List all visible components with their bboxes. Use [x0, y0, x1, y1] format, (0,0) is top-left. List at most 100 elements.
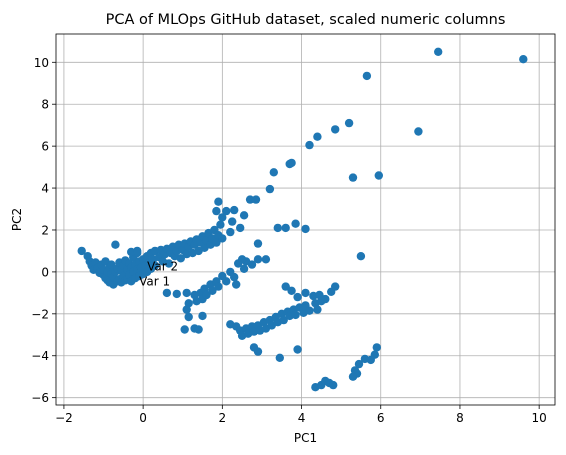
- data-point: [218, 234, 227, 243]
- data-points: [77, 47, 528, 392]
- x-axis-label: PC1: [294, 431, 317, 445]
- data-point: [253, 255, 263, 264]
- y-tick-label: −2: [31, 307, 49, 321]
- data-point: [162, 288, 172, 298]
- data-point: [287, 158, 296, 168]
- data-point: [313, 132, 322, 141]
- data-point: [180, 325, 189, 334]
- y-tick-label: 10: [34, 56, 49, 70]
- chart-title: PCA of MLOps GitHub dataset, scaled nume…: [106, 12, 506, 28]
- data-point: [164, 259, 174, 268]
- data-point: [281, 223, 290, 233]
- data-point: [305, 140, 314, 150]
- data-point: [77, 246, 86, 256]
- data-point: [230, 272, 239, 282]
- y-tick-label: 0: [41, 265, 49, 279]
- y-axis-label: PC2: [10, 208, 24, 231]
- data-point: [212, 238, 221, 247]
- x-tick-label: 6: [377, 411, 385, 425]
- data-point: [331, 125, 340, 134]
- x-tick-label: 10: [532, 411, 547, 425]
- annotation-label: Var 1: [139, 274, 170, 288]
- data-point: [222, 206, 231, 216]
- data-point: [331, 282, 340, 291]
- y-tick-label: 4: [41, 182, 49, 196]
- data-point: [228, 217, 237, 226]
- data-point: [261, 255, 271, 264]
- data-point: [200, 284, 209, 293]
- data-point: [232, 280, 241, 289]
- x-tick-label: 2: [219, 411, 227, 425]
- data-point: [279, 315, 288, 325]
- data-point: [184, 312, 193, 322]
- data-point: [434, 47, 443, 56]
- data-point: [133, 246, 142, 256]
- data-point: [291, 310, 300, 320]
- data-point: [176, 254, 185, 263]
- data-point: [265, 184, 275, 194]
- data-point: [354, 359, 364, 369]
- data-point: [293, 345, 302, 354]
- y-tick-label: 6: [41, 140, 49, 154]
- data-point: [414, 127, 423, 136]
- data-point: [208, 286, 217, 295]
- data-point: [348, 173, 358, 182]
- data-point: [348, 372, 358, 381]
- data-point: [372, 343, 381, 352]
- data-point: [236, 223, 245, 233]
- axis-ticks: −2 0 2 4 6 8 10 −6 −4 −2 0 2 4 6 8 10: [31, 56, 547, 425]
- data-point: [253, 347, 263, 356]
- data-point: [202, 290, 211, 300]
- y-tick-label: −6: [31, 391, 49, 405]
- data-point: [362, 71, 372, 81]
- x-tick-label: 8: [456, 411, 464, 425]
- data-point: [344, 118, 354, 128]
- data-point: [226, 227, 235, 237]
- data-point: [253, 239, 263, 248]
- data-point: [107, 260, 116, 269]
- y-tick-label: −4: [31, 349, 49, 363]
- data-point: [247, 260, 257, 269]
- y-tick-label: 8: [41, 98, 49, 112]
- data-point: [301, 288, 310, 298]
- data-point: [287, 286, 296, 295]
- data-point: [245, 195, 255, 204]
- data-point: [370, 350, 379, 359]
- data-point: [237, 255, 247, 264]
- data-point: [329, 380, 338, 390]
- data-point: [214, 282, 223, 291]
- x-tick-label: 0: [139, 411, 147, 425]
- data-point: [305, 306, 314, 315]
- data-point: [321, 294, 330, 304]
- data-point: [184, 299, 193, 308]
- data-point: [194, 325, 203, 334]
- data-point: [301, 224, 310, 234]
- data-point: [230, 205, 239, 215]
- data-point: [198, 311, 207, 321]
- plot-frame: [55, 33, 556, 406]
- data-point: [212, 206, 221, 216]
- data-point: [374, 171, 383, 180]
- data-point: [251, 195, 261, 204]
- data-point: [293, 292, 302, 302]
- data-point: [519, 55, 528, 64]
- data-point: [239, 264, 249, 273]
- data-point: [222, 277, 231, 286]
- annotation-label: Var 2: [147, 260, 178, 274]
- data-point: [281, 282, 290, 291]
- data-point: [150, 261, 160, 270]
- y-tick-label: 2: [41, 223, 49, 237]
- data-point: [216, 220, 225, 229]
- data-point: [269, 168, 278, 177]
- data-point: [313, 305, 322, 314]
- x-tick-label: −2: [55, 411, 73, 425]
- x-tick-label: 4: [298, 411, 306, 425]
- data-point: [182, 288, 191, 298]
- data-point: [315, 290, 324, 300]
- data-point: [218, 213, 227, 222]
- data-point: [356, 252, 366, 261]
- data-point: [239, 211, 249, 220]
- data-point: [214, 197, 223, 206]
- data-point: [172, 289, 181, 299]
